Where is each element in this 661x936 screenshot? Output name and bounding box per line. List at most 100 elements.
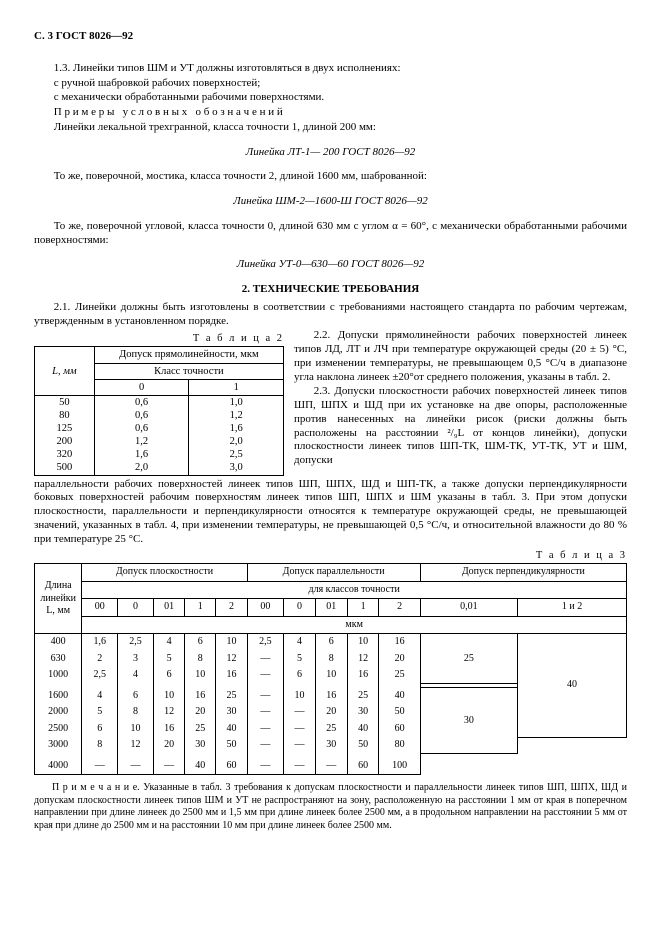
t3-cell: 12 [216,651,247,668]
t2-cell: 125 [35,422,95,435]
t2-h2: Класс точности [94,363,283,379]
t3-cell: 25 [185,721,216,738]
t3-perp-a: 25 [420,634,517,684]
t2-cell: 320 [35,448,95,461]
t3-cell: 60 [379,721,420,738]
t3-cell: 8 [118,704,154,721]
t3-col: 00 [82,599,118,617]
t3-cell: 6 [185,634,216,651]
p23b: параллельности рабочих поверхностей лине… [34,478,627,547]
t2-h-1: 1 [189,379,284,395]
t3-cell: 3 [118,651,154,668]
t3-h-mkm: мкм [82,616,627,634]
ex-2: у с л о в н ы х [123,106,188,118]
t2-cell: 50 [35,395,95,409]
t2-cell: 2,0 [189,435,284,448]
t3-cell: 12 [347,651,379,668]
t3-cell: 6 [118,688,154,705]
t3-cell: 4 [153,634,184,651]
t3-cell: 6 [82,721,118,738]
t3-perp-b: 40 [518,634,627,738]
t3-cell: 8 [185,651,216,668]
t3-col: 0,01 [420,599,517,617]
t3-L: 2500 [35,721,82,738]
t3-cell: 2 [82,651,118,668]
t3-cell: 4 [284,634,316,651]
t3-cell: — [153,758,184,775]
p6: То же, поверочной, мостика, класса точно… [34,170,627,184]
t3-cell: — [247,721,283,738]
t3-cell: 10 [347,634,379,651]
t2-cell: 200 [35,435,95,448]
t3-cell: 5 [153,651,184,668]
t3-cell: 2,5 [118,634,154,651]
t2-cell: 1,6 [189,422,284,435]
t3-cell: 4 [82,688,118,705]
t2-h-L: L, мм [52,366,77,377]
p4: П р и м е р ы у с л о в н ы х о б о з н … [34,106,627,120]
t3-cell: 25 [315,721,347,738]
t2-cell: 0,6 [94,395,189,409]
t3-L: 630 [35,651,82,668]
t3-h-perp: Допуск перпендикулярности [420,564,626,582]
t2-h1: Допуск прямолинейности, мкм [94,347,283,363]
t3-cell: 2,5 [247,634,283,651]
ex-1: П р и м е р ы [54,106,115,118]
t3-cell: — [82,758,118,775]
t3-cell: — [284,704,316,721]
t3-cell: — [247,704,283,721]
t2-h-0: 0 [94,379,189,395]
t3-cell: 16 [379,634,420,651]
t3-col: 01 [315,599,347,617]
t3-cell: 25 [216,688,247,705]
p2: с ручной шабровкой рабочих поверхностей; [34,77,627,91]
t3-cell: 40 [347,721,379,738]
t3-L: 1600 [35,688,82,705]
p21: 2.1. Линейки должны быть изготовлены в с… [34,301,627,329]
formula-2: Линейка ШМ-2—1600-Ш ГОСТ 8026—92 [34,195,627,209]
t3-cell: 20 [315,704,347,721]
t2-cell: 1,6 [94,448,189,461]
t3-col: 0 [284,599,316,617]
section-2-title: 2. ТЕХНИЧЕСКИЕ ТРЕБОВАНИЯ [34,283,627,297]
t3-cell: 40 [185,758,216,775]
p5: Линейки лекальной трехгранной, класса то… [34,121,627,135]
t3-col: 0 [118,599,154,617]
t2-cell: 1,0 [189,395,284,409]
table-3-note: П р и м е ч а н и е. Указанные в табл. 3… [34,782,627,832]
t3-cell: 5 [284,651,316,668]
t3-L: 2000 [35,704,82,721]
t3-h-par: Допуск параллельности [247,564,420,582]
t2-cell: 3,0 [189,461,284,475]
table-3-label: Т а б л и ц а 3 [34,549,627,562]
t3-cell: 20 [185,704,216,721]
t3-col: 2 [379,599,420,617]
t3-cell: 6 [315,634,347,651]
t3-cell: — [247,758,283,775]
t3-cell: 40 [379,688,420,705]
t3-cell: 50 [379,704,420,721]
t3-L: 400 [35,634,82,651]
t2-cell: 2,0 [94,461,189,475]
t3-cell: — [284,721,316,738]
t2-cell: 500 [35,461,95,475]
t3-cell: — [247,651,283,668]
t3-cell: 60 [347,758,379,775]
t3-cell: 40 [216,721,247,738]
t3-cell: — [118,758,154,775]
t2-cell: 80 [35,409,95,422]
t3-cell: 25 [347,688,379,705]
ex-3: о б о з н а ч е н и й [195,106,282,118]
t2-cell: 0,6 [94,409,189,422]
formula-3: Линейка УТ-0—630—60 ГОСТ 8026—92 [34,258,627,272]
t3-cell: 30 [347,704,379,721]
table-2: L, мм Допуск прямолинейности, мкм Класс … [34,346,284,475]
t3-h-L: Длина линейки L, мм [35,564,82,634]
t3-cell: 16 [153,721,184,738]
t3-col: 00 [247,599,283,617]
t3-cell: 10 [216,634,247,651]
t3-cell: 20 [379,651,420,668]
t3-col: 2 [216,599,247,617]
t3-h-flat: Допуск плоскостности [82,564,247,582]
t2-cell: 0,6 [94,422,189,435]
